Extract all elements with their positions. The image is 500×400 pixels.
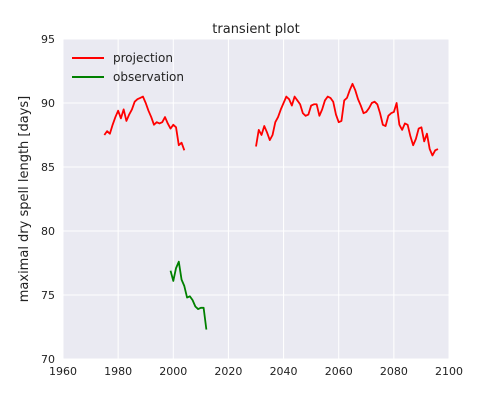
series-line-observation-1 bbox=[169, 260, 208, 330]
x-tick-label: 1960 bbox=[49, 365, 77, 378]
series-line-projection-2 bbox=[255, 82, 439, 157]
y-tick-label: 90 bbox=[41, 97, 55, 110]
y-tick-label: 80 bbox=[41, 225, 55, 238]
x-tick-label: 2020 bbox=[214, 365, 242, 378]
legend-label-projection: projection bbox=[113, 51, 173, 65]
x-tick-label: 2100 bbox=[435, 365, 463, 378]
legend-label-observation: observation bbox=[113, 70, 184, 84]
y-axis-ticks: 70 75 80 85 90 95 bbox=[41, 33, 55, 366]
chart-title: transient plot bbox=[212, 22, 299, 37]
x-tick-label: 2040 bbox=[270, 365, 298, 378]
y-axis-label: maximal dry spell length [days] bbox=[17, 96, 32, 303]
grid bbox=[62, 38, 450, 360]
y-tick-label: 75 bbox=[41, 289, 55, 302]
y-tick-label: 95 bbox=[41, 33, 55, 46]
series-group bbox=[103, 82, 439, 330]
x-axis-ticks: 1960 1980 2000 2020 2040 2060 2080 2100 bbox=[49, 365, 463, 378]
plot-area bbox=[63, 39, 449, 359]
x-tick-label: 2060 bbox=[325, 365, 353, 378]
x-tick-label: 1980 bbox=[104, 365, 132, 378]
legend: projection observation bbox=[72, 51, 184, 84]
y-tick-label: 85 bbox=[41, 161, 55, 174]
y-tick-label: 70 bbox=[41, 353, 55, 366]
series-line-projection-1 bbox=[103, 95, 186, 151]
x-tick-label: 2000 bbox=[159, 365, 187, 378]
x-tick-label: 2080 bbox=[380, 365, 408, 378]
